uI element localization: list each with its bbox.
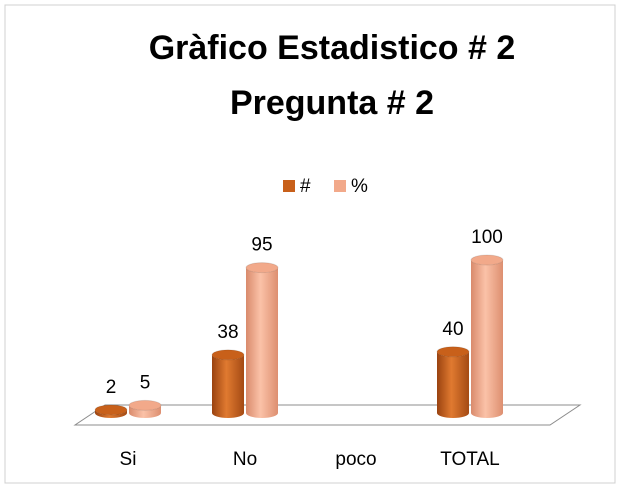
cylinder xyxy=(246,267,278,418)
legend-swatch xyxy=(334,180,346,192)
cylinder-top xyxy=(436,346,470,358)
cylinder xyxy=(212,354,244,418)
cylinder-top xyxy=(94,404,128,416)
cylinder-top xyxy=(245,262,279,274)
cylinder xyxy=(471,260,503,418)
x-tick-label: Si xyxy=(120,449,137,470)
data-label: 5 xyxy=(140,372,151,393)
cylinder-top xyxy=(211,349,245,361)
cylinder xyxy=(129,405,161,418)
cylinder-top xyxy=(470,254,504,266)
x-tick-label: TOTAL xyxy=(440,449,499,470)
chart-title: Pregunta # 2 xyxy=(230,84,434,122)
cylinder xyxy=(437,351,469,418)
data-label: 38 xyxy=(217,322,238,343)
legend-label: # xyxy=(300,176,311,197)
chart-title: Gràfico Estadistico # 2 xyxy=(149,29,516,67)
data-label: 2 xyxy=(106,377,117,398)
x-tick-label: No xyxy=(233,449,257,470)
legend-label: % xyxy=(351,176,368,197)
data-label: 40 xyxy=(442,319,463,340)
legend-swatch xyxy=(283,180,295,192)
data-label: 95 xyxy=(251,235,272,256)
chart-border xyxy=(4,4,616,484)
data-label: 100 xyxy=(471,227,503,248)
cylinder xyxy=(95,409,127,418)
x-tick-label: poco xyxy=(335,449,376,470)
cylinder-top xyxy=(128,399,162,411)
